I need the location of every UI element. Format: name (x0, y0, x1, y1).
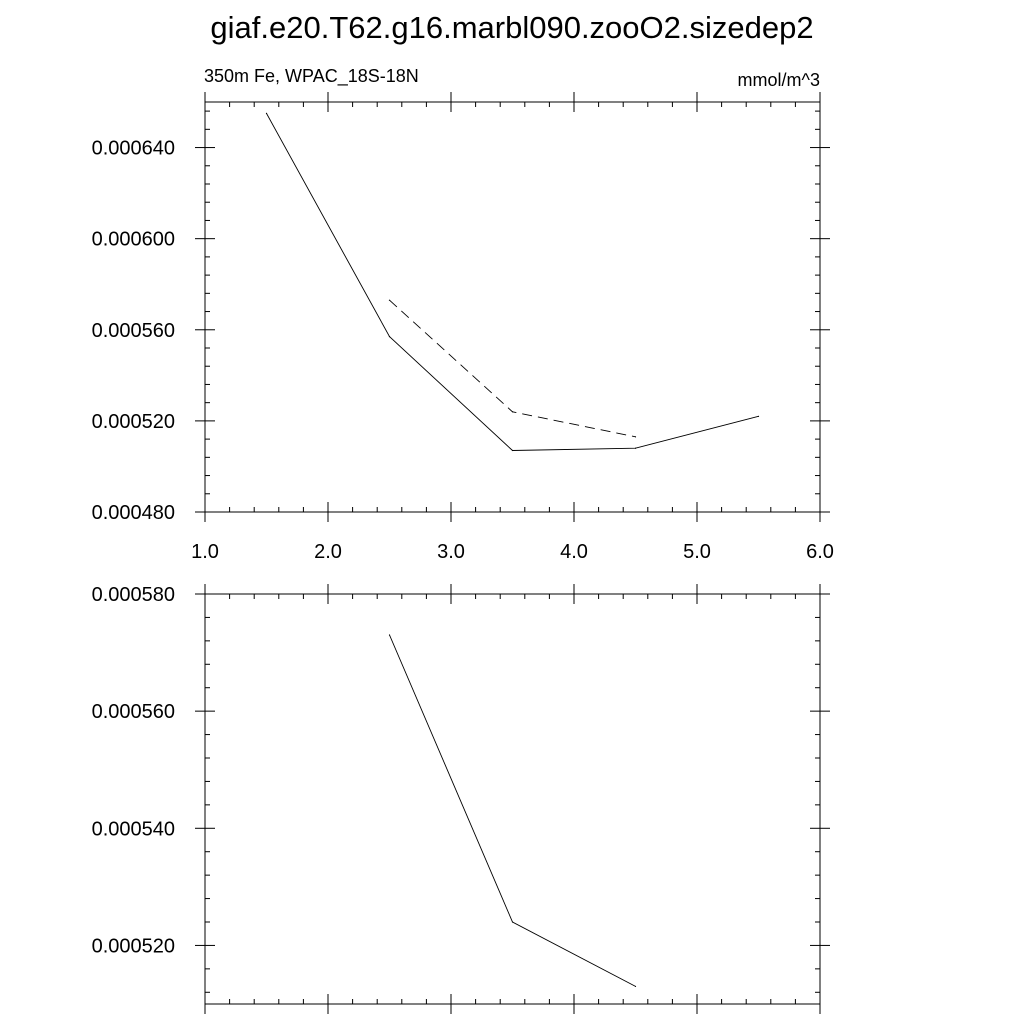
panel-left-label: 350m Fe, WPAC_18S-18N (204, 66, 419, 87)
data-point (634, 985, 637, 988)
y-tick-label: 0.000560 (92, 320, 175, 342)
y-tick-label: 0.000520 (92, 935, 175, 957)
x-tick-label: 4.0 (560, 541, 588, 563)
plot-frame (204, 101, 821, 513)
chart-title: giaf.e20.T62.g16.marbl090.zooO2.sizedep2 (210, 10, 813, 45)
data-point (511, 449, 514, 452)
data-point (634, 436, 637, 438)
data-point (634, 447, 637, 449)
y-tick-label: 0.000600 (92, 229, 175, 251)
y-tick-label: 0.000520 (92, 411, 175, 433)
y-tick-label: 0.000540 (92, 818, 175, 840)
data-point (511, 921, 514, 923)
series-line-dashed-1 (389, 299, 636, 438)
data-point (511, 411, 514, 413)
data-point (388, 299, 391, 301)
x-tick-label: 5.0 (683, 541, 711, 563)
y-tick-label: 0.000560 (92, 701, 175, 723)
data-point (265, 112, 268, 114)
panel-units-label: mmol/m^3 (738, 70, 820, 90)
chart-panel-bottom: 0.000520 0.000540 0.000560 0.000580 (92, 584, 830, 1014)
y-tick-label: 0.000480 (92, 502, 175, 524)
series-line-solid-0 (266, 113, 759, 451)
data-point (388, 634, 391, 636)
data-point (757, 415, 760, 417)
x-tick-label: 2.0 (314, 541, 342, 563)
x-tick-label: 6.0 (806, 541, 834, 563)
x-tick-label: 1.0 (191, 541, 219, 563)
x-tick-label: 3.0 (437, 541, 465, 563)
series-line-solid-0 (389, 634, 636, 987)
data-point (388, 336, 391, 338)
chart-panel-top: 350m Fe, WPAC_18S-18N mmol/m^3 1.0 2.0 3.0… (92, 66, 834, 563)
y-tick-label: 0.000640 (92, 138, 175, 160)
y-tick-label: 0.000580 (92, 584, 175, 606)
plot-frame (204, 593, 821, 1005)
